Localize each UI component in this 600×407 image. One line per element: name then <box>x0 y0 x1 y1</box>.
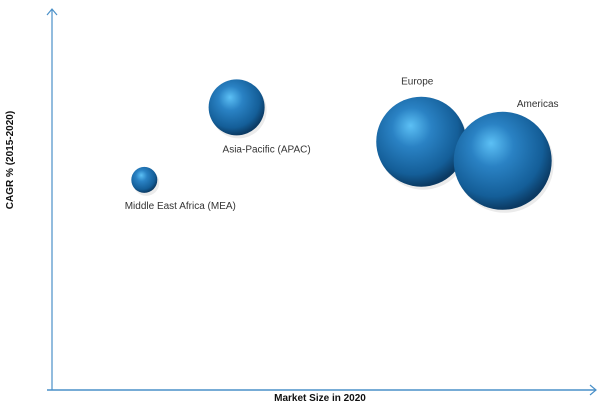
x-axis <box>47 384 597 396</box>
bubble-europe <box>376 96 467 187</box>
bubble-americas <box>453 111 552 210</box>
bubble-label: Europe <box>401 77 434 88</box>
x-axis-title: Market Size in 2020 <box>274 393 366 404</box>
y-axis-title: CAGR % (2015-2020) <box>5 111 16 209</box>
bubble-asia-pacific-apac <box>208 79 265 136</box>
y-axis <box>46 8 58 390</box>
bubble-label: Americas <box>517 99 559 110</box>
bubble-label: Middle East Africa (MEA) <box>125 201 236 212</box>
bubble-label: Asia-Pacific (APAC) <box>223 144 311 155</box>
bubble-middle-east-africa-mea <box>131 166 158 193</box>
